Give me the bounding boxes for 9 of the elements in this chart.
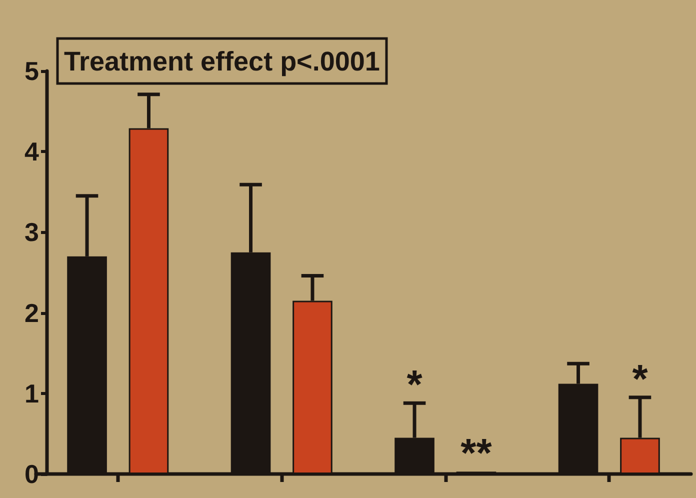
y-tick-label: 1 [24, 378, 39, 408]
y-tick-label: 4 [24, 136, 40, 167]
y-tick-label: 2 [24, 298, 39, 328]
data-label: * [632, 357, 648, 402]
annotation: Treatment effect p<.0001 [64, 46, 380, 76]
data-label: ** [460, 432, 492, 476]
y-tick-label: 5 [24, 56, 39, 86]
y-tick-label: 3 [24, 217, 39, 248]
data-label: * [406, 363, 423, 408]
